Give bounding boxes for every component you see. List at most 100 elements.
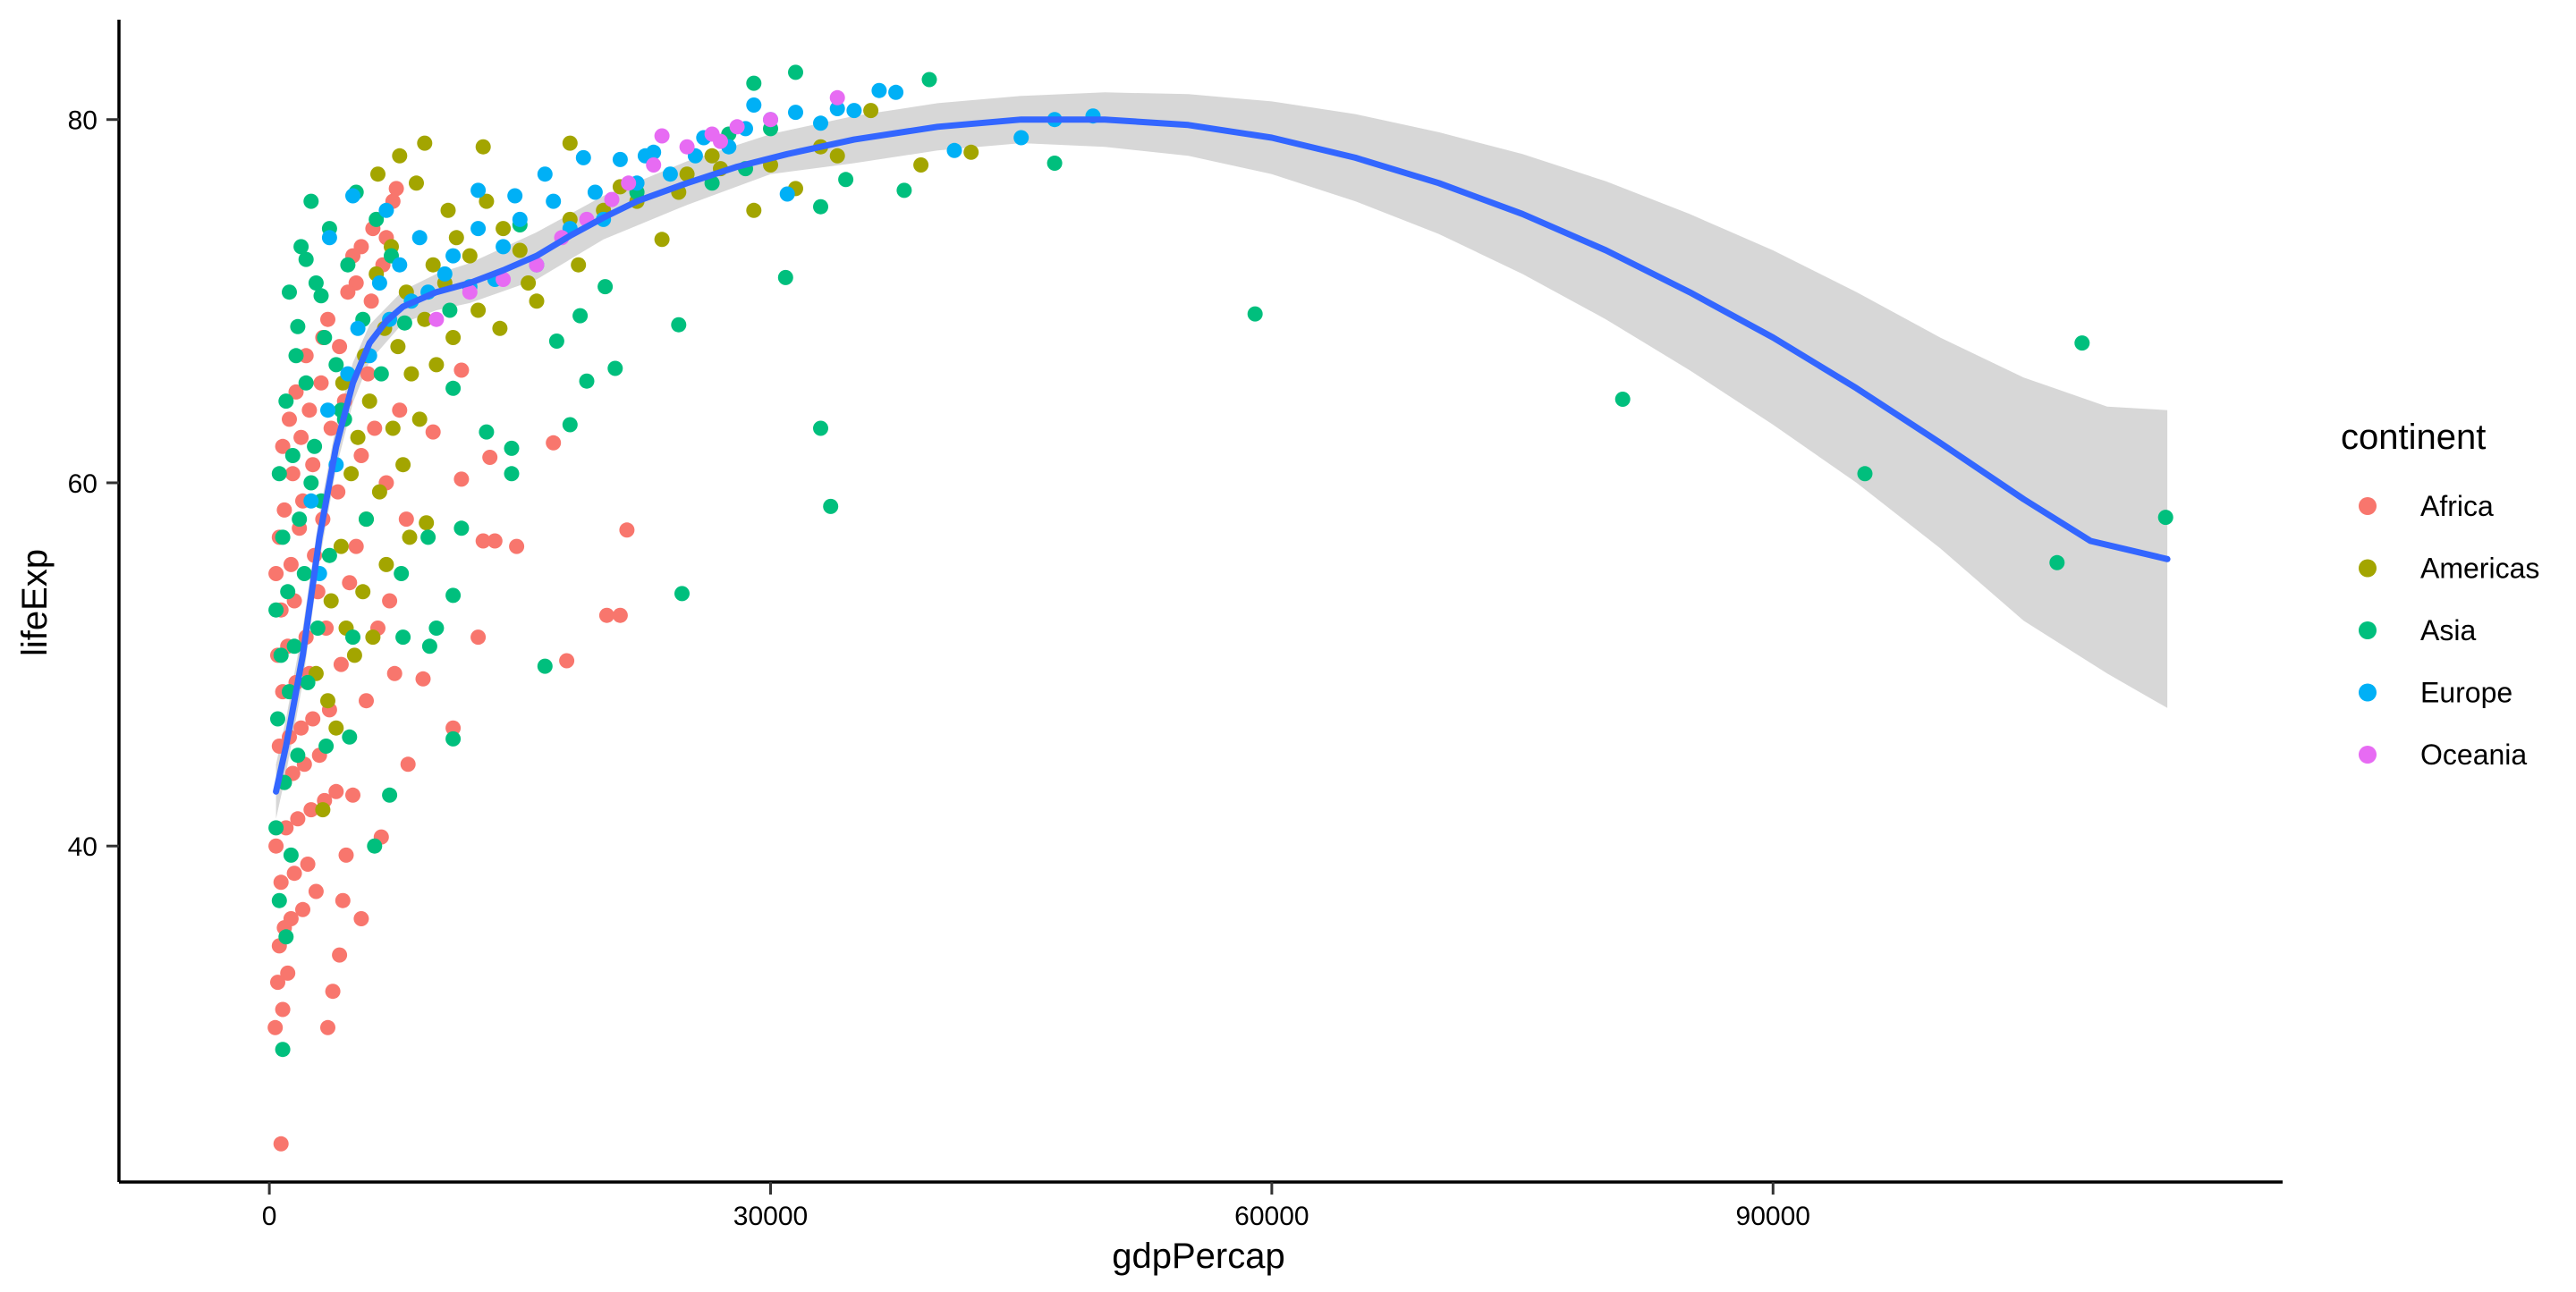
point-oceania [496, 272, 512, 287]
point-africa [283, 556, 299, 572]
point-africa [301, 402, 318, 418]
point-africa [487, 533, 503, 549]
point-asia [286, 638, 302, 654]
axes-layer: 0 30000 60000 90000 40 60 80 [68, 20, 2283, 1231]
point-africa [482, 450, 498, 465]
point-asia [445, 587, 462, 604]
point-americas [521, 275, 537, 291]
smooth-line-layer [273, 116, 2171, 795]
point-africa [268, 566, 284, 581]
point-africa [295, 901, 310, 917]
point-africa [268, 838, 284, 854]
point-asia [268, 602, 284, 618]
point-oceania [462, 284, 478, 300]
point-asia [1857, 466, 1873, 482]
point-africa [276, 502, 292, 518]
point-americas [402, 529, 418, 545]
point-africa [353, 448, 369, 463]
point-europe [587, 184, 603, 200]
point-asia [838, 172, 854, 188]
point-asia [318, 739, 335, 754]
point-africa [360, 366, 376, 382]
point-americas [913, 157, 929, 173]
point-asia [428, 621, 445, 636]
point-europe [946, 142, 962, 158]
point-europe [470, 221, 487, 237]
point-americas [346, 647, 362, 663]
point-asia [504, 466, 520, 482]
point-asia [282, 284, 297, 300]
point-europe [436, 266, 453, 282]
legend-label-oceania: Oceania [2420, 739, 2527, 771]
point-oceania [621, 175, 637, 191]
point-asia [2157, 510, 2174, 526]
point-asia [823, 498, 839, 514]
point-asia [453, 520, 470, 536]
point-asia [303, 475, 319, 491]
point-asia [479, 424, 495, 440]
point-asia [548, 334, 564, 349]
point-europe [537, 166, 553, 182]
point-asia [813, 198, 828, 215]
point-americas [428, 357, 445, 373]
point-africa [284, 466, 301, 482]
point-americas [417, 135, 433, 151]
point-africa [367, 420, 383, 436]
point-americas [320, 693, 335, 709]
point-asia [293, 239, 309, 255]
point-asia [283, 847, 299, 863]
point-africa [598, 607, 614, 623]
point-americas [343, 466, 360, 482]
point-americas [863, 103, 879, 119]
point-asia [442, 302, 458, 318]
point-africa [353, 911, 369, 926]
point-africa [388, 181, 404, 197]
point-europe [871, 82, 887, 98]
point-asia [2074, 335, 2090, 351]
point-americas [425, 257, 441, 273]
x-tick-label: 0 [262, 1202, 277, 1231]
point-asia [340, 257, 356, 273]
point-asia [674, 586, 690, 602]
legend-label-asia: Asia [2420, 614, 2476, 646]
legend-title: continent [2341, 418, 2486, 457]
confidence-band-layer [275, 92, 2168, 819]
legend-key-oceania [2359, 746, 2377, 764]
point-europe [411, 230, 428, 246]
legend-key-europe [2359, 683, 2377, 702]
point-americas [419, 515, 435, 531]
x-tick-label: 30000 [733, 1202, 808, 1231]
legend-label-africa: Africa [2420, 490, 2494, 522]
point-europe [813, 115, 828, 131]
point-americas [403, 366, 419, 382]
point-americas [328, 720, 344, 736]
point-europe [846, 103, 862, 119]
point-americas [475, 139, 491, 155]
point-americas [361, 393, 377, 410]
point-africa [293, 429, 309, 445]
point-americas [370, 166, 386, 182]
point-europe [321, 230, 337, 246]
point-asia [317, 330, 333, 345]
point-africa [280, 965, 296, 981]
point-asia [273, 647, 289, 663]
legend-label-europe: Europe [2420, 677, 2512, 709]
point-asia [671, 317, 687, 333]
point-asia [421, 638, 437, 654]
point-africa [288, 384, 304, 400]
point-asia [813, 420, 828, 436]
legend-key-asia [2359, 621, 2377, 639]
point-americas [496, 221, 512, 237]
point-europe [575, 149, 591, 165]
point-africa [286, 866, 302, 882]
point-africa [546, 435, 562, 451]
point-africa [267, 1019, 284, 1035]
point-africa [382, 593, 398, 609]
point-americas [365, 629, 381, 646]
point-asia [369, 211, 385, 227]
point-europe [507, 188, 523, 204]
point-africa [400, 756, 416, 773]
point-africa [323, 420, 339, 436]
point-africa [348, 538, 364, 554]
point-europe [350, 320, 366, 336]
